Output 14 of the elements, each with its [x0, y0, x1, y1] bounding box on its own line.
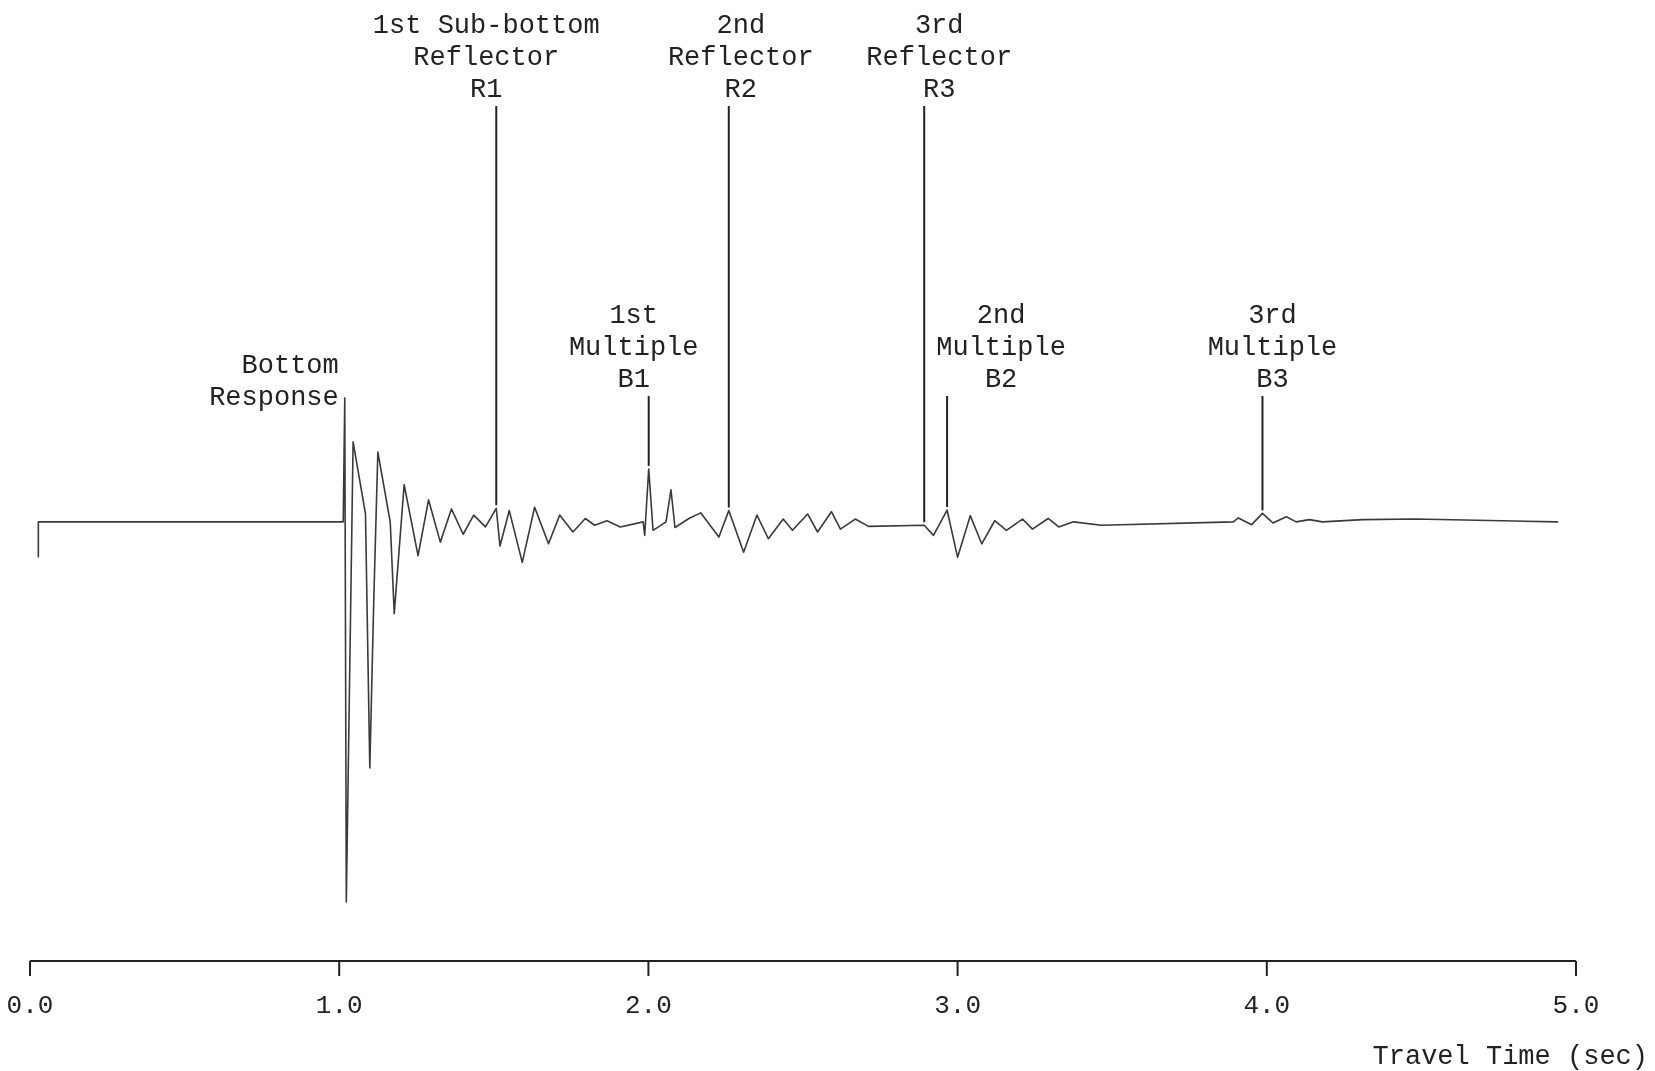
- x-tick-label: 2.0: [624, 991, 672, 1021]
- x-tick-label: 3.0: [934, 991, 982, 1021]
- annotation: 3rd Reflector R3: [866, 11, 1013, 105]
- annotation: Bottom Response: [209, 351, 339, 413]
- annotation: 2nd Reflector R2: [667, 11, 814, 105]
- annotation: 3rd Multiple B3: [1207, 301, 1338, 395]
- x-axis-title: Travel Time (sec): [1372, 1042, 1648, 1071]
- x-tick-label: 4.0: [1243, 991, 1291, 1021]
- annotation: 2nd Multiple B2: [936, 301, 1066, 395]
- x-tick-label: 1.0: [315, 991, 363, 1021]
- x-tick-label: 0.0: [6, 991, 54, 1021]
- annotation: 1st Sub-bottom Reflector R1: [372, 11, 600, 105]
- x-tick-label: 5.0: [1552, 991, 1600, 1021]
- annotation: 1st Multiple B1: [568, 301, 699, 395]
